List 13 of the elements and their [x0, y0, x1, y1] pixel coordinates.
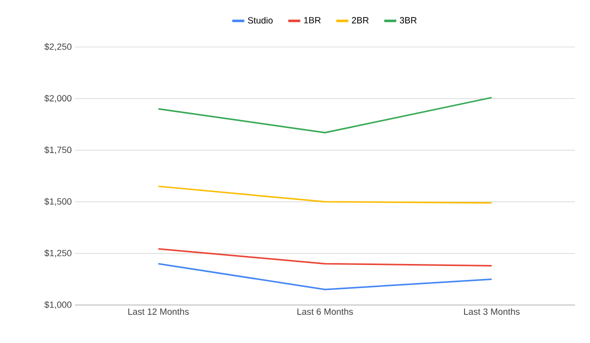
y-tick-label: $1,500 [44, 198, 72, 206]
legend-label: Studio [248, 16, 273, 24]
legend-label: 2BR [352, 17, 369, 24]
legend-label: 3BR [400, 17, 417, 24]
legend-label: 1BR [304, 17, 321, 24]
x-tick-label: Last 12 Months [128, 308, 189, 315]
y-tick-label: $1,750 [44, 146, 72, 154]
y-tick-label: $2,250 [44, 43, 72, 51]
x-tick-label: Last 6 Months [297, 308, 353, 315]
x-tick-label: Last 3 Months [464, 308, 520, 315]
y-tick-label: $2,000 [44, 94, 72, 103]
y-tick-label: $1,000 [44, 301, 72, 309]
y-tick-label: $1,250 [44, 250, 72, 258]
